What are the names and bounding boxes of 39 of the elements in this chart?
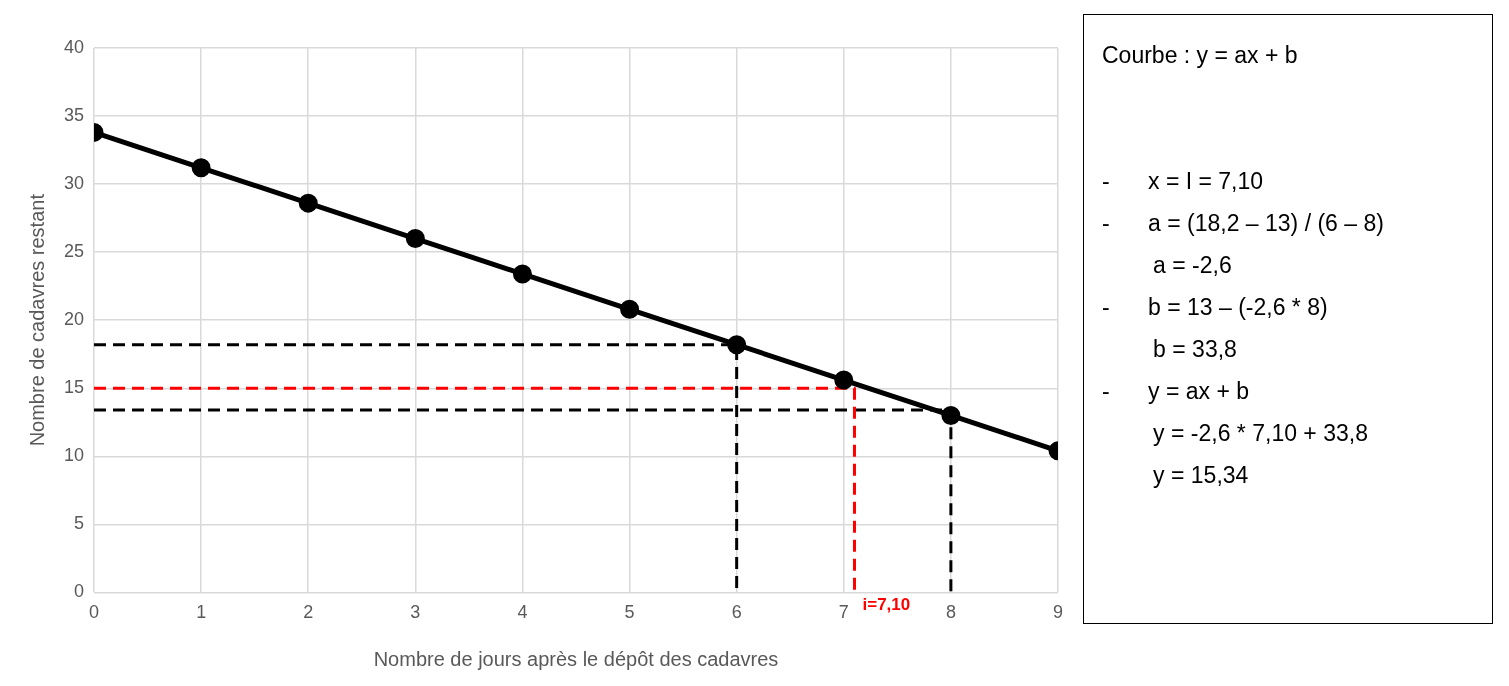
point: [191, 158, 211, 178]
text: b = 33,8: [1152, 335, 1238, 364]
x-tick-label: 7: [838, 602, 849, 623]
y-tick-label: 30: [63, 173, 85, 194]
text: y = 15,34: [1152, 461, 1250, 490]
annotation: i=7,10: [862, 594, 911, 614]
y-tick-label: 25: [63, 241, 85, 262]
y-tick-label: 0: [74, 581, 85, 602]
x-tick-label: 0: [89, 602, 100, 623]
text: a = -2,6: [1152, 251, 1233, 280]
point: [727, 335, 747, 355]
point: [512, 264, 532, 284]
x-tick-label: 9: [1052, 602, 1063, 623]
text: y = -2,6 * 7,10 + 33,8: [1152, 419, 1369, 448]
y-tick-label: 10: [63, 445, 85, 466]
x-tick-label: 1: [196, 602, 207, 623]
text: - y = ax + b: [1102, 377, 1250, 406]
x-tick-label: 6: [731, 602, 742, 623]
y-tick-label: 40: [63, 36, 85, 57]
x-tick-label: 3: [410, 602, 421, 623]
y-tick-label: 35: [63, 105, 85, 126]
point: [298, 193, 318, 213]
x-tick-label: 8: [945, 602, 956, 623]
text: - x = I = 7,10: [1102, 167, 1265, 196]
y-tick-label: 15: [63, 377, 85, 398]
point: [834, 370, 854, 390]
x-tick-label: 4: [517, 602, 528, 623]
y-tick-label: 5: [74, 513, 85, 534]
point: [405, 229, 425, 249]
x-axis-title: Nombre de jours après le dépôt des cadavres: [373, 647, 779, 670]
point: [941, 405, 961, 425]
y-axis-title: Nombre de cadavres restant: [25, 193, 48, 447]
point: [620, 299, 640, 319]
x-tick-label: 5: [624, 602, 635, 623]
text: - b = 13 – (-2,6 * 8): [1102, 293, 1329, 322]
text: - a = (18,2 – 13) / (6 – 8): [1102, 209, 1385, 238]
text: Courbe : y = ax + b: [1102, 41, 1299, 70]
y-tick-label: 20: [63, 309, 85, 330]
x-tick-label: 2: [303, 602, 314, 623]
